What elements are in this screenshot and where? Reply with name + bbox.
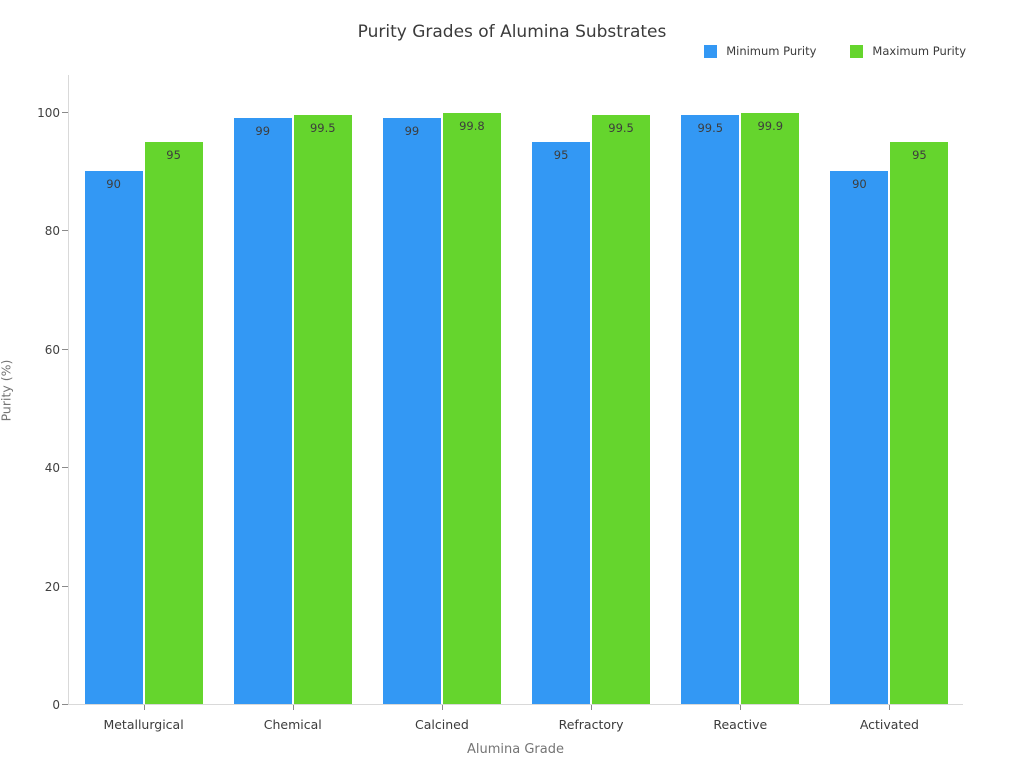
- x-axis-tick: [143, 705, 145, 710]
- y-tick-label: 0: [52, 698, 60, 712]
- bar-maximum-purity-activated: [890, 141, 949, 704]
- y-tick-label: 100: [37, 106, 60, 120]
- category-label-refractory: Refractory: [558, 717, 624, 732]
- legend-swatch-icon: [850, 44, 864, 58]
- legend-label: Minimum Purity: [726, 44, 817, 58]
- bar-value-label: 99.9: [757, 118, 784, 133]
- y-axis-title: Purity (%): [0, 359, 14, 422]
- bar-value-label: 95: [553, 147, 569, 162]
- bar-minimum-purity-calcined: [382, 117, 441, 704]
- bar-value-label: 99.5: [608, 120, 634, 135]
- bar-value-label: 95: [912, 147, 927, 162]
- legend-label: Maximum Purity: [872, 44, 966, 58]
- y-axis-tick: [62, 230, 68, 232]
- category-label-activated: Activated: [859, 717, 919, 732]
- bar-value-label: 99: [404, 123, 420, 138]
- legend-swatch-icon: [704, 44, 718, 58]
- x-axis-tick: [889, 705, 891, 710]
- bar-value-label: 99: [255, 123, 271, 138]
- bar-maximum-purity-calcined: [442, 113, 501, 704]
- bar-value-label: 90: [852, 177, 867, 192]
- bar-maximum-purity-metallurgical: [144, 141, 203, 704]
- bar-maximum-purity-refractory: [592, 114, 651, 704]
- x-axis-tick: [441, 705, 443, 710]
- bar-value-label: 99.5: [697, 120, 724, 135]
- category-label-reactive: Reactive: [713, 717, 768, 732]
- legend-item-minimum-purity: Minimum Purity: [704, 44, 816, 58]
- y-axis-tick: [62, 585, 68, 587]
- bar-minimum-purity-refractory: [532, 141, 591, 704]
- bar-maximum-purity-chemical: [293, 114, 352, 704]
- x-axis-tick: [292, 705, 294, 710]
- y-tick-label: 60: [44, 342, 60, 357]
- y-axis-tick: [62, 467, 68, 469]
- legend: Minimum Purity Maximum Purity: [704, 44, 966, 58]
- bar-minimum-purity-reactive: [681, 114, 740, 704]
- y-tick-label: 80: [44, 224, 60, 239]
- category-label-metallurgical: Metallurgical: [103, 717, 184, 732]
- category-label-chemical: Chemical: [263, 717, 322, 732]
- y-axis-tick: [62, 112, 68, 113]
- y-tick-label: 40: [44, 461, 60, 476]
- chart-title: Purity Grades of Alumina Substrates: [357, 22, 667, 42]
- bar-minimum-purity-chemical: [233, 117, 292, 704]
- legend-item-maximum-purity: Maximum Purity: [850, 44, 966, 58]
- bar-minimum-purity-metallurgical: [84, 171, 143, 704]
- x-axis-tick: [591, 705, 593, 710]
- category-label-calcined: Calcined: [415, 717, 469, 732]
- y-axis-tick: [62, 348, 68, 350]
- bar-value-label: 99.8: [459, 119, 485, 134]
- bar-maximum-purity-reactive: [741, 112, 800, 704]
- x-axis-title: Alumina Grade: [467, 742, 564, 757]
- bar-value-label: 99.5: [309, 120, 336, 135]
- plot-area: 0 20 40 60 80 100 90 95 Metallurgical 99 99.5 Chemi…: [37, 75, 963, 732]
- x-axis-tick: [740, 705, 742, 710]
- y-axis-tick: [62, 704, 68, 705]
- bar-value-label: 90: [106, 177, 121, 192]
- bar-minimum-purity-activated: [830, 171, 889, 704]
- y-tick-label: 20: [44, 579, 60, 594]
- bar-value-label: 95: [166, 147, 181, 162]
